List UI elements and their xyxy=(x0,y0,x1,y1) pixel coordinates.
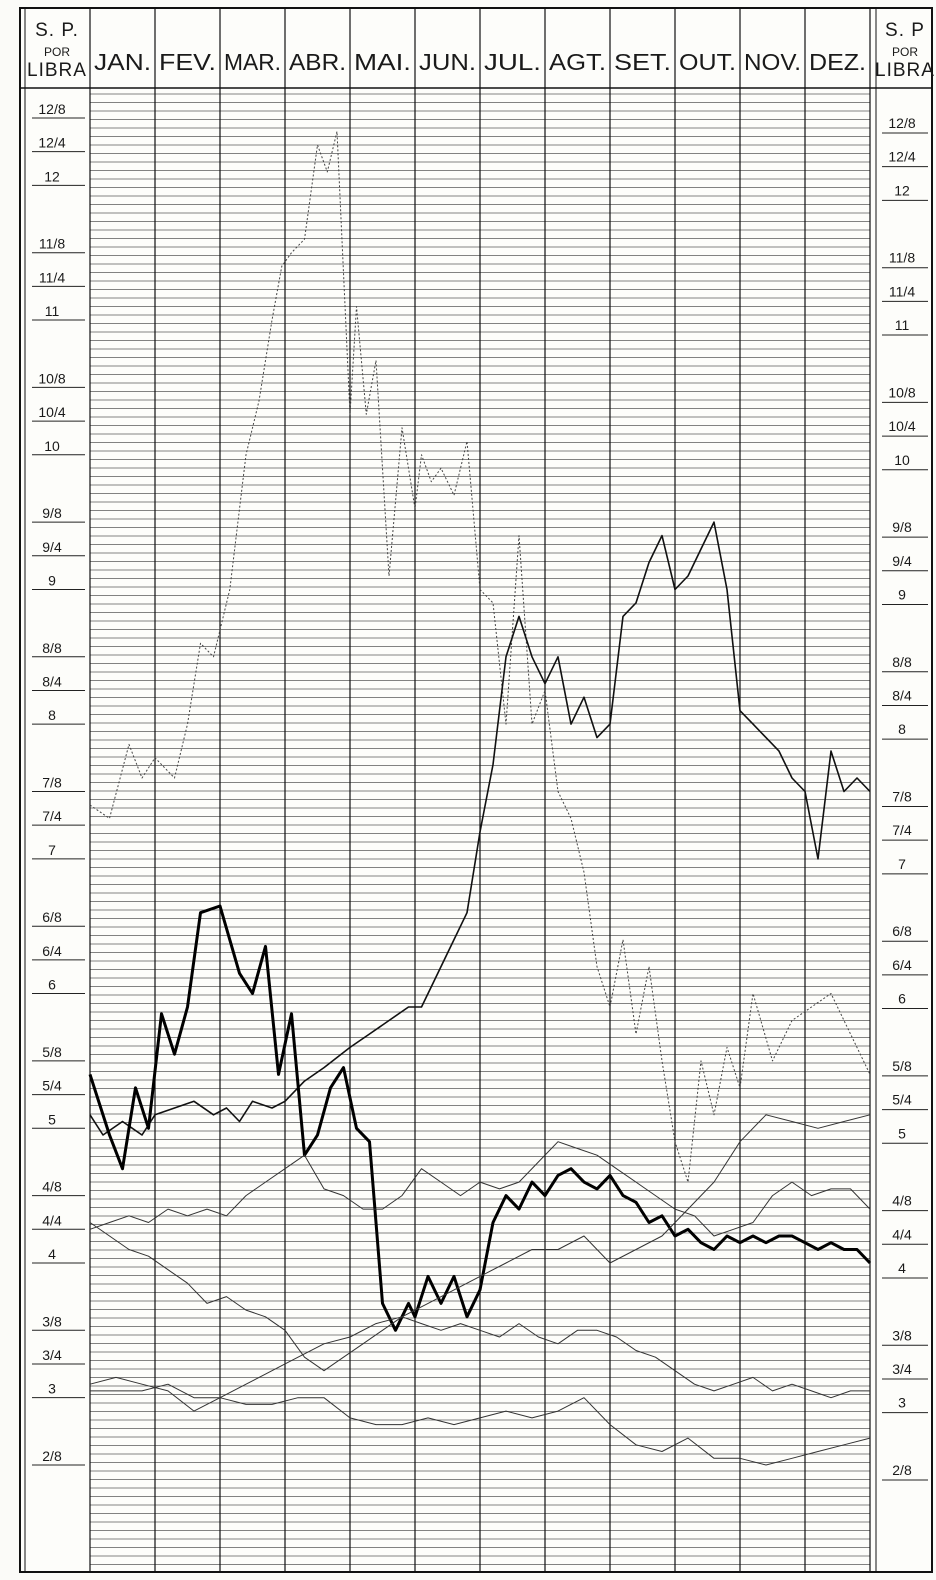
y-tick-label-left: 8/4 xyxy=(42,673,62,689)
y-tick-label-right: 8 xyxy=(898,721,906,737)
y-tick-label-left: 12 xyxy=(44,168,60,184)
y-tick-label-right: 10/8 xyxy=(888,384,915,400)
month-label: DEZ. xyxy=(809,49,866,75)
y-tick-label-left: 8 xyxy=(48,707,56,723)
y-tick-label-right: 11/8 xyxy=(889,250,915,266)
y-tick-label-left: 3 xyxy=(48,1381,56,1397)
y-tick-label-left: 4 xyxy=(48,1246,56,1262)
y-tick-label-left: 3/4 xyxy=(42,1347,62,1363)
y-tick-label-left: 4/8 xyxy=(42,1179,62,1195)
y-tick-label-right: 6/8 xyxy=(892,923,912,939)
y-tick-label-left: 5/8 xyxy=(42,1044,62,1060)
y-tick-label-right: 10/4 xyxy=(888,418,915,434)
month-label: JAN. xyxy=(94,49,151,75)
y-tick-label-right: 7 xyxy=(898,856,906,872)
chart-frame xyxy=(19,7,933,1573)
series-line-1 xyxy=(89,131,871,1183)
y-tick-label-right: 9/4 xyxy=(892,553,912,569)
month-label: NOV. xyxy=(744,49,801,75)
month-label: JUN. xyxy=(419,49,476,75)
month-dividers xyxy=(89,8,871,1572)
y-tick-label-left: 9/8 xyxy=(42,505,62,521)
y-tick-label-right: 7/8 xyxy=(892,789,912,805)
y-tick-label-right: 9 xyxy=(898,586,906,602)
axis-title-left: LIBRA xyxy=(27,60,87,81)
y-tick-label-left: 12/8 xyxy=(38,101,65,117)
month-label: FEV. xyxy=(159,49,216,75)
y-tick-label-left: 10/8 xyxy=(38,370,65,386)
month-label: ABR. xyxy=(289,49,346,75)
y-tick-label-right: 6 xyxy=(898,991,906,1007)
y-tick-label-right: 11/4 xyxy=(889,283,915,299)
y-tick-label-left: 11 xyxy=(45,303,60,319)
y-tick-label-left: 10 xyxy=(44,438,60,454)
y-tick-label-left: 6 xyxy=(48,977,56,993)
month-label: SET. xyxy=(614,49,671,75)
y-tick-label-right: 4 xyxy=(898,1260,906,1276)
y-tick-label-left: 5 xyxy=(48,1111,56,1127)
y-tick-label-left: 10/4 xyxy=(38,404,65,420)
y-tick-label-left: 5/4 xyxy=(42,1078,62,1094)
y-tick-label-right: 2/8 xyxy=(892,1462,912,1478)
y-tick-label-left: 6/8 xyxy=(42,909,62,925)
y-tick-label-right: 4/4 xyxy=(892,1226,912,1242)
axis-title-right: POR xyxy=(892,45,918,59)
axis-title-right: LIBRA xyxy=(875,60,935,81)
month-label: OUT. xyxy=(679,49,736,75)
y-tick-label-right: 10 xyxy=(894,452,910,468)
month-label: MAI. xyxy=(354,49,411,75)
month-label: JUL. xyxy=(484,49,541,75)
y-tick-label-right: 12 xyxy=(894,182,910,198)
axis-title-right: S. P xyxy=(885,20,925,41)
y-tick-label-right: 6/4 xyxy=(892,957,912,973)
y-tick-label-right: 3/4 xyxy=(892,1361,912,1377)
y-tick-label-right: 8/4 xyxy=(892,687,912,703)
y-tick-label-right: 9/8 xyxy=(892,519,912,535)
y-tick-label-right: 12/4 xyxy=(888,149,915,165)
series-line-5 xyxy=(89,1222,870,1399)
series-line-7 xyxy=(90,1383,871,1466)
series-line-3 xyxy=(88,904,872,1332)
y-tick-label-right: 3 xyxy=(898,1395,906,1411)
y-tick-label-left: 6/4 xyxy=(42,943,62,959)
y-tick-label-left: 9/4 xyxy=(42,539,62,555)
y-tick-label-right: 5 xyxy=(898,1125,906,1141)
y-tick-label-left: 7/4 xyxy=(42,808,62,824)
series-line-4 xyxy=(89,1141,871,1237)
y-tick-label-right: 5/4 xyxy=(892,1092,912,1108)
y-tick-label-right: 8/8 xyxy=(892,654,912,670)
y-tick-label-left: 7 xyxy=(48,842,56,858)
y-tick-label-right: 5/8 xyxy=(892,1058,912,1074)
month-label: MAR. xyxy=(224,49,281,75)
y-tick-label-left: 8/8 xyxy=(42,640,62,656)
y-tick-label-right: 3/8 xyxy=(892,1327,912,1343)
axis-title-left: S. P. xyxy=(35,20,79,41)
y-tick-label-left: 12/4 xyxy=(38,135,65,151)
y-tick-label-left: 3/8 xyxy=(42,1313,62,1329)
y-tick-label-right: 11 xyxy=(895,317,910,333)
y-tick-label-left: 2/8 xyxy=(42,1448,62,1464)
y-tick-label-left: 9 xyxy=(48,572,56,588)
y-tick-label-left: 11/8 xyxy=(39,236,65,252)
month-label: AGT. xyxy=(549,49,606,75)
axis-title-left: POR xyxy=(44,45,70,59)
y-tick-label-right: 12/8 xyxy=(888,115,915,131)
y-tick-label-right: 4/8 xyxy=(892,1193,912,1209)
series-line-2 xyxy=(89,521,871,1136)
y-tick-label-right: 7/4 xyxy=(892,822,912,838)
y-tick-label-left: 11/4 xyxy=(39,269,65,285)
y-tick-label-left: 7/8 xyxy=(42,775,62,791)
y-tick-label-left: 4/4 xyxy=(42,1212,62,1228)
